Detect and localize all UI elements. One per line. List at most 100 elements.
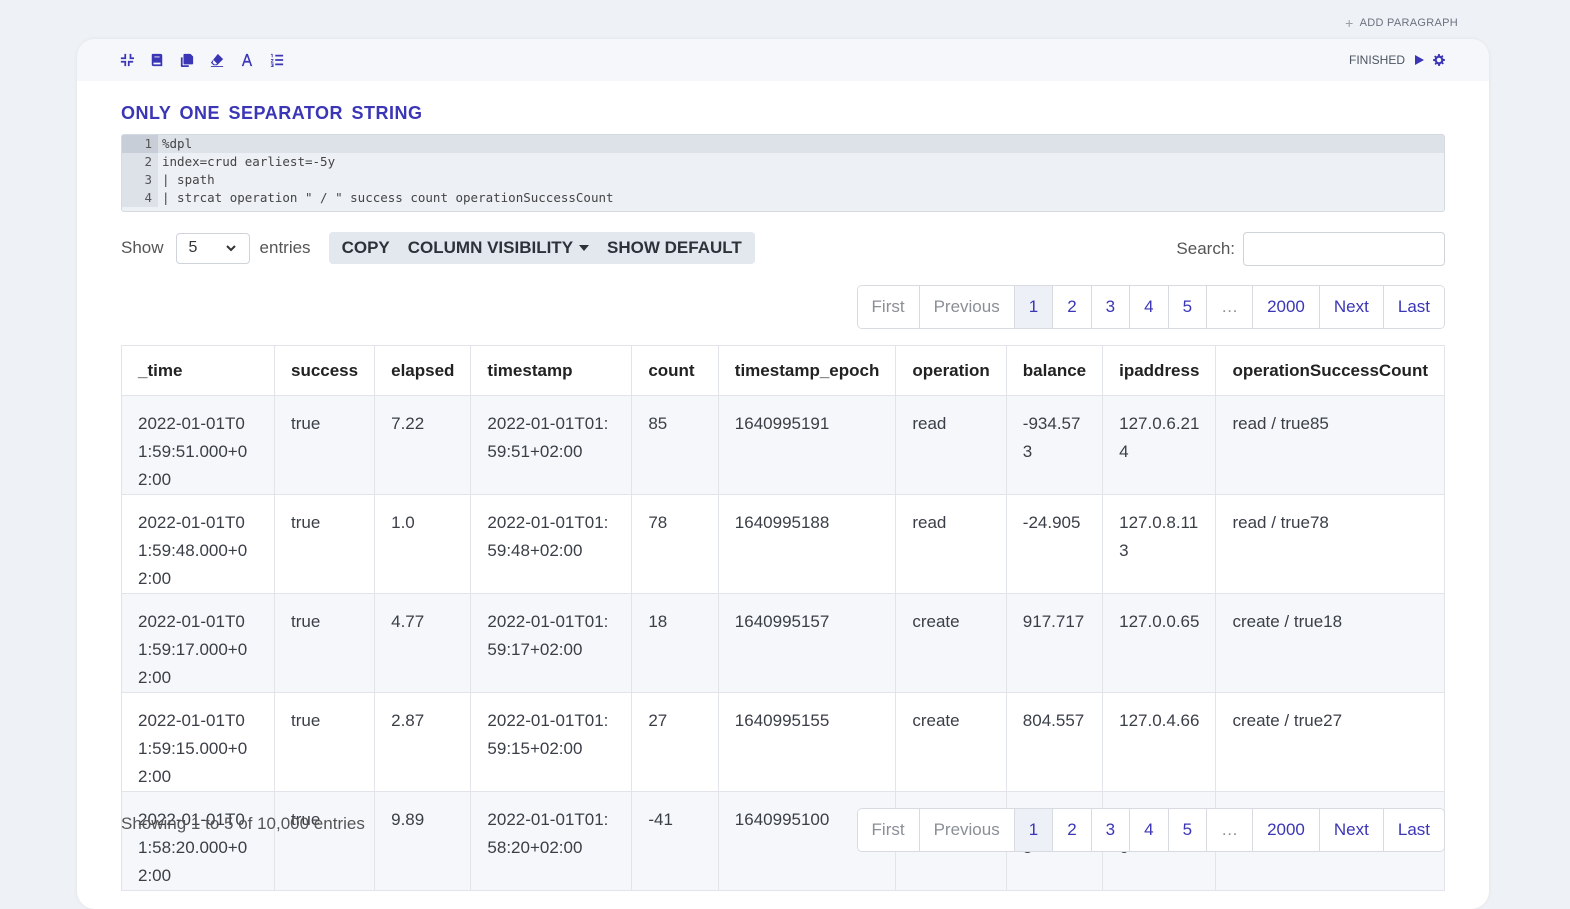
table-header-row: _time success elapsed timestamp count ti… [121,345,1445,396]
table-cell: 2022-01-01T01:59:51.000+02:00 [121,395,275,495]
status-label: FINISHED [1348,53,1405,67]
pagination-page[interactable]: 2000 [1252,286,1319,328]
add-paragraph-button[interactable]: + ADD PARAGRAPH [1345,15,1458,31]
entries-value: 5 [188,239,198,256]
pagination-page[interactable]: 5 [1167,286,1207,328]
pagination-page[interactable]: 1 [1013,286,1053,328]
table-cell: true [273,791,376,891]
line-number: 2 [122,153,158,171]
pagination-page[interactable]: 2 [1052,286,1091,328]
results-table: _time success elapsed timestamp count ti… [121,345,1445,891]
pagination-page[interactable]: 2000 [1252,809,1319,851]
pagination-page[interactable]: 1 [1013,809,1053,851]
table-cell: 1640995155 [717,692,897,792]
code-text: | strcat operation " / " success count o… [162,190,614,205]
pagination-next[interactable]: Next [1318,286,1383,328]
column-header[interactable]: balance [1005,345,1104,396]
pagination-page[interactable]: 2 [1052,809,1091,851]
table-cell: true [273,395,376,495]
font-icon[interactable] [239,52,255,68]
gear-icon[interactable] [1433,54,1445,66]
table-cell: read [895,395,1007,495]
column-header[interactable]: elapsed [374,345,472,396]
paragraph-header: FINISHED [77,39,1489,81]
entries-label: entries [259,238,311,257]
table-cell: 9.89 [374,791,472,891]
search-input[interactable] [1243,232,1445,266]
list-numbered-icon[interactable] [269,52,285,68]
column-header[interactable]: ipaddress [1102,345,1217,396]
pagination-page[interactable]: 3 [1090,286,1130,328]
run-icon[interactable] [1413,54,1425,66]
pagination-next[interactable]: Next [1318,809,1383,851]
entries-select[interactable]: 5 [175,232,250,264]
eraser-icon[interactable] [209,52,225,68]
line-number: 4 [122,189,158,207]
column-header[interactable]: operationSuccessCount [1215,345,1445,396]
table-cell: 7.22 [374,395,472,495]
table-cell: 2022-01-01T01:58:20+02:00 [470,791,633,891]
column-header[interactable]: success [273,345,376,396]
table-cell: true [273,494,376,594]
table-cell: create [895,692,1007,792]
table-cell: 4.77 [374,593,472,693]
copy-icon[interactable] [179,52,195,68]
column-header[interactable]: _time [121,345,275,396]
table-cell: 18 [631,593,719,693]
table-cell: 1640995188 [717,494,897,594]
table-search: Search: [1176,232,1445,266]
pagination-ellipsis: … [1206,809,1253,851]
table-cell: 2022-01-01T01:59:48.000+02:00 [121,494,275,594]
table-cell: 2022-01-01T01:59:48+02:00 [470,494,633,594]
table-cell: 27 [631,692,719,792]
pagination-page[interactable]: 3 [1090,809,1130,851]
paragraph-status: FINISHED [1349,53,1445,67]
table-cell: create / true18 [1215,593,1445,693]
table-cell: 917.717 [1005,593,1104,693]
code-line: 1 %dpl [122,135,1444,153]
table-cell: read / true85 [1215,395,1445,495]
code-editor[interactable]: 1 %dpl 2 index=crud earliest=-5y 3 | spa… [121,134,1445,212]
table-cell: 2022-01-01T01:59:17.000+02:00 [121,593,275,693]
column-visibility-button[interactable]: COLUMN VISIBILITY [399,238,598,258]
table-cell: 85 [631,395,719,495]
pagination-last[interactable]: Last [1382,809,1444,851]
column-header[interactable]: timestamp_epoch [717,345,897,396]
book-icon[interactable] [149,52,165,68]
paragraph-title[interactable]: ONLY ONE SEPARATOR STRING [121,103,423,123]
table-cell: 2022-01-01T01:59:15+02:00 [470,692,633,792]
pagination-page[interactable]: 4 [1129,286,1168,328]
pagination-previous[interactable]: Previous [918,286,1014,328]
table-cell: 2.87 [374,692,472,792]
pagination-previous[interactable]: Previous [918,809,1014,851]
copy-button[interactable]: COPY [341,238,390,257]
table-controls: Show 5 entries COPY COLUMN VISIBILITY SH… [121,232,755,264]
pagination-bottom: First Previous 1 2 3 4 5 … 2000 Next Las… [856,808,1445,852]
show-default-button[interactable]: SHOW DEFAULT [607,238,742,257]
table-cell: 1.0 [374,494,472,594]
collapse-icon[interactable] [119,52,135,68]
paragraph-toolbar [119,52,285,68]
caret-down-icon [579,245,590,251]
code-text: %dpl [162,136,193,151]
table-cell: 127.0.6.214 [1102,395,1217,495]
pagination-ellipsis: … [1206,286,1253,328]
table-cell: 1640995157 [717,593,897,693]
column-header[interactable]: count [631,345,719,396]
column-header[interactable]: operation [895,345,1007,396]
chevron-down-icon [225,245,236,252]
table-cell: 1640995191 [717,395,897,495]
table-cell: 127.0.4.66 [1102,692,1217,792]
pagination-page[interactable]: 4 [1129,809,1168,851]
pagination-page[interactable]: 5 [1167,809,1207,851]
table-cell: create [895,593,1007,693]
pagination-last[interactable]: Last [1382,286,1444,328]
table-cell: 1640995100 [717,791,897,891]
table-row: 2022-01-01T01:59:48.000+02:00 true 1.0 2022… [121,494,1445,594]
pagination-first[interactable]: First [857,286,919,328]
pagination-first[interactable]: First [857,809,919,851]
code-text: | spath [162,172,215,187]
table-cell: 2022-01-01T01:59:15.000+02:00 [121,692,275,792]
column-header[interactable]: timestamp [470,345,633,396]
plus-icon: + [1345,15,1354,31]
